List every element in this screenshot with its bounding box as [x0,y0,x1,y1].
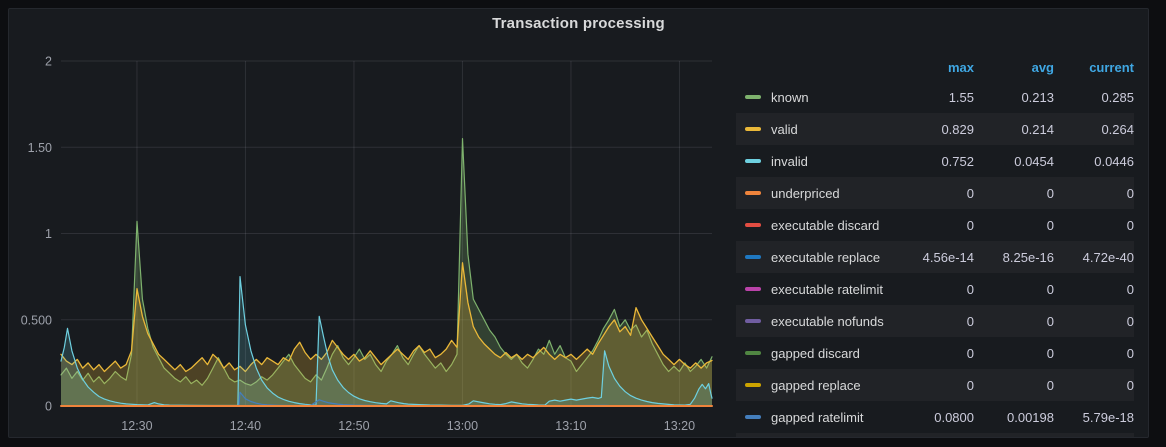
stat-current: 0 [1126,185,1134,201]
series-label[interactable]: underpriced [771,185,840,201]
stat-current: 0 [1126,217,1134,233]
x-axis-tick-label: 12:50 [338,419,369,433]
legend-row-gapped-discard[interactable]: gapped discard 0 0 0 [736,337,1134,369]
legend-sort-max[interactable]: max [947,59,974,75]
x-axis-tick-label: 12:40 [230,419,261,433]
series-color-swatch[interactable] [745,415,761,419]
series-color-swatch[interactable] [745,159,761,163]
stat-current: 0.264 [1101,121,1134,137]
series-line-known [60,137,713,386]
y-axis-tick-label: 0 [45,400,52,414]
y-axis-tick-label: 0.500 [21,313,52,327]
legend-next-row-partial [736,433,1134,437]
stat-current: 5.79e-18 [1082,409,1134,425]
stat-avg: 0 [1046,377,1054,393]
x-axis-tick-label: 12:30 [121,419,152,433]
stat-avg: 0.0454 [1014,153,1054,169]
legend-rows: known 1.55 0.213 0.285 valid 0.829 0.214 0.264 i… [736,81,1134,433]
stat-max: 0.752 [941,153,974,169]
legend-row-gapped-replace[interactable]: gapped replace 0 0 0 [736,369,1134,401]
legend-row-gapped-ratelimit[interactable]: gapped ratelimit 0.0800 0.00198 5.79e-18 [736,401,1134,433]
stat-avg: 0.214 [1021,121,1054,137]
x-axis-tick-label: 13:10 [555,419,586,433]
series-label[interactable]: gapped discard [771,345,860,361]
stat-max: 0 [966,217,974,233]
legend-header: max avg current [736,53,1134,81]
stat-current: 0.285 [1101,89,1134,105]
stat-max: 0 [966,281,974,297]
panel-title[interactable]: Transaction processing [492,15,665,32]
stat-avg: 0 [1046,345,1054,361]
series-color-swatch[interactable] [745,191,761,195]
stat-avg: 0.213 [1021,89,1054,105]
series-label[interactable]: executable discard [771,217,880,233]
series-label[interactable]: known [771,89,809,105]
y-axis-tick-label: 2 [45,55,52,69]
stat-avg: 0 [1046,217,1054,233]
stat-max: 0.829 [941,121,974,137]
legend-row-known[interactable]: known 1.55 0.213 0.285 [736,81,1134,113]
series-label[interactable]: gapped replace [771,377,861,393]
stat-avg: 0 [1046,281,1054,297]
series-color-swatch[interactable] [745,351,761,355]
legend-table: max avg current known 1.55 0.213 0.285 valid… [736,53,1134,437]
stat-max: 0 [966,377,974,393]
stat-max: 1.55 [948,89,974,105]
legend-row-invalid[interactable]: invalid 0.752 0.0454 0.0446 [736,145,1134,177]
series-label[interactable]: invalid [771,153,808,169]
series-line-valid [60,262,713,373]
stat-avg: 0 [1046,313,1054,329]
stat-current: 0 [1126,313,1134,329]
legend-row-executable-replace[interactable]: executable replace 4.56e-14 8.25e-16 4.72e-… [736,241,1134,273]
stat-max: 0 [966,185,974,201]
legend-row-executable-nofunds[interactable]: executable nofunds 0 0 0 [736,305,1134,337]
series-color-swatch[interactable] [745,223,761,227]
y-axis-tick-label: 1 [45,227,52,241]
series-color-swatch[interactable] [745,287,761,291]
series-area-valid [61,262,712,406]
x-axis-tick-label: 13:20 [664,419,695,433]
legend-sort-current[interactable]: current [1089,59,1134,75]
stat-current: 0 [1126,345,1134,361]
stat-avg: 8.25e-16 [1002,249,1054,265]
stat-current: 0.0446 [1094,153,1134,169]
legend-row-executable-discard[interactable]: executable discard 0 0 0 [736,209,1134,241]
series-color-swatch[interactable] [745,383,761,387]
series-label[interactable]: gapped ratelimit [771,409,864,425]
stat-max: 0.0800 [934,409,974,425]
series-label[interactable]: executable ratelimit [771,281,883,297]
series-color-swatch[interactable] [745,255,761,259]
y-axis-tick-label: 1.50 [28,141,52,155]
series-label[interactable]: executable nofunds [771,313,884,329]
stat-avg: 0.00198 [1007,409,1054,425]
stat-current: 0 [1126,281,1134,297]
legend-sort-avg[interactable]: avg [1031,59,1054,75]
series-color-swatch[interactable] [745,319,761,323]
series-area-known [61,138,712,406]
series-label[interactable]: valid [771,121,798,137]
stat-current: 0 [1126,377,1134,393]
stat-max: 4.56e-14 [922,249,974,265]
series-color-swatch[interactable] [745,95,761,99]
transaction-processing-panel: Transaction processing 0 0.500 1 1.50 2 12:30… [8,8,1149,438]
stat-current: 4.72e-40 [1082,249,1134,265]
series-color-swatch[interactable] [745,127,761,131]
stat-max: 0 [966,313,974,329]
time-series-plot[interactable]: 0 0.500 1 1.50 2 12:30 12:40 12:50 13:00 13:10 13:… [9,53,724,437]
legend-row-underpriced[interactable]: underpriced 0 0 0 [736,177,1134,209]
stat-max: 0 [966,345,974,361]
x-axis-tick-label: 13:00 [447,419,478,433]
legend-row-valid[interactable]: valid 0.829 0.214 0.264 [736,113,1134,145]
legend-row-executable-ratelimit[interactable]: executable ratelimit 0 0 0 [736,273,1134,305]
stat-avg: 0 [1046,185,1054,201]
series-label[interactable]: executable replace [771,249,881,265]
